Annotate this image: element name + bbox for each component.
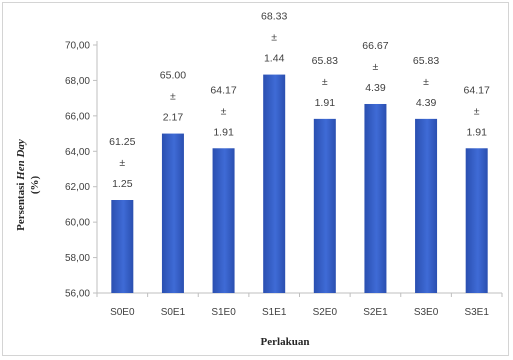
data-label-plusminus: ± — [423, 76, 429, 88]
bar — [465, 148, 488, 293]
x-tick-label: S3E1 — [464, 307, 489, 318]
bar — [111, 200, 134, 293]
data-label-error: 1.91 — [315, 97, 336, 109]
data-label-value: 65.83 — [312, 55, 338, 67]
x-tick-label: S3E0 — [414, 307, 439, 318]
bar — [161, 133, 184, 293]
x-tick-label: S0E0 — [110, 307, 135, 318]
bar — [263, 74, 286, 293]
data-label-value: 61.25 — [109, 136, 135, 148]
y-tick-label: 70,00 — [65, 41, 90, 52]
data-label-error: 1.91 — [466, 126, 487, 138]
y-tick-label: 58,00 — [65, 253, 90, 264]
data-labels-group: 61.25 ±1.25 65.00 ±2.17 64.17 ±1.91 68.33 ±1.44… — [109, 11, 490, 190]
x-tick-label: S2E0 — [313, 307, 338, 318]
data-label-error: 1.44 — [264, 53, 285, 65]
y-axis-title-main: Persentasi — [15, 180, 27, 231]
data-label-plusminus: ± — [221, 105, 227, 117]
y-axis-title-unit: (%) — [29, 176, 41, 195]
x-axis-title: Perlakuan — [261, 336, 310, 348]
bar — [415, 118, 438, 294]
data-label-error: 4.39 — [416, 97, 437, 109]
y-tick-label: 64,00 — [65, 147, 90, 158]
data-label-error: 4.39 — [365, 82, 386, 94]
bars-group — [111, 74, 488, 294]
data-label-error: 1.91 — [213, 126, 234, 138]
y-axis-title-italic: Hen Day — [15, 139, 27, 181]
data-label-value: 66.67 — [362, 40, 388, 52]
data-label-plusminus: ± — [271, 32, 277, 44]
bar — [364, 103, 387, 293]
data-label-value: 64.17 — [210, 84, 236, 96]
data-label-error: 2.17 — [163, 112, 184, 124]
data-label-value: 68.33 — [261, 11, 287, 23]
data-label-plusminus: ± — [119, 157, 125, 169]
data-label-value: 65.83 — [413, 55, 439, 67]
data-label-error: 1.25 — [112, 178, 133, 190]
y-tick-label: 60,00 — [65, 218, 90, 229]
x-tick-label: S2E1 — [363, 307, 388, 318]
y-tick-label: 56,00 — [65, 289, 90, 300]
y-tick-label: 68,00 — [65, 76, 90, 87]
data-label-plusminus: ± — [170, 91, 176, 103]
y-tick-label: 66,00 — [65, 111, 90, 122]
y-tick-label: 62,00 — [65, 182, 90, 193]
x-axis: S0E0 S0E1 S1E0 S1E1 S2E0 S2E1 S3E0 S3E1 — [96, 292, 503, 318]
x-tick-label: S1E1 — [262, 307, 287, 318]
data-label-value: 65.00 — [160, 70, 186, 82]
data-label-plusminus: ± — [373, 61, 379, 73]
x-tick-label: S1E0 — [211, 307, 236, 318]
x-tick-label: S0E1 — [161, 307, 186, 318]
y-axis: 56,00 58,00 60,00 62,00 64,00 66,00 68,00 70,00 — [65, 41, 98, 300]
data-label-plusminus: ± — [322, 76, 328, 88]
data-label-plusminus: ± — [474, 105, 480, 117]
bar — [212, 148, 235, 293]
bar — [313, 118, 336, 294]
y-axis-title: Persentasi Hen Day — [15, 139, 27, 231]
data-label-value: 64.17 — [464, 84, 490, 96]
